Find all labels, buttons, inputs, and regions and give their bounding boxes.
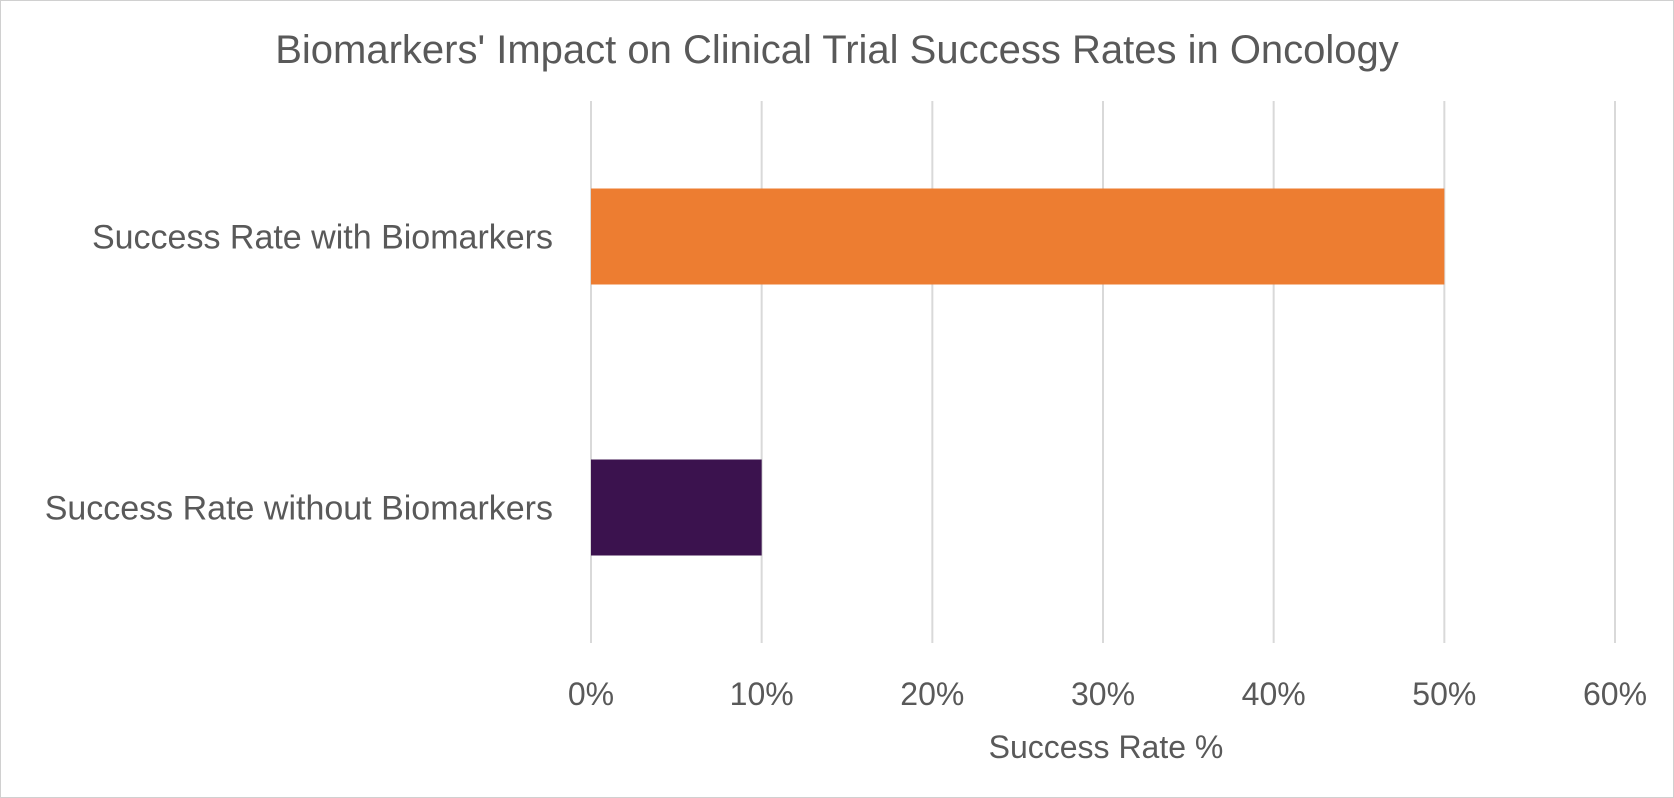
x-tick-label-20: 20% [900, 676, 964, 712]
x-tick-label-60: 60% [1583, 676, 1647, 712]
x-axis-title: Success Rate % [989, 729, 1224, 765]
x-tick-label-50: 50% [1412, 676, 1476, 712]
category-labels: Success Rate with Biomarkers Success Rate… [45, 219, 553, 528]
gridlines [590, 101, 1616, 643]
x-tick-label-10: 10% [730, 676, 794, 712]
category-label-2: Success Rate without Biomarkers [45, 490, 553, 528]
x-tick-labels: 0% 10% 20% 30% 40% 50% 60% [568, 676, 1647, 712]
bar-2 [591, 459, 762, 556]
bars [591, 188, 1445, 556]
category-label-1: Success Rate with Biomarkers [92, 219, 553, 257]
bar-1 [591, 188, 1445, 285]
x-tick-label-0: 0% [568, 676, 614, 712]
x-tick-label-30: 30% [1071, 676, 1135, 712]
chart-title: Biomarkers' Impact on Clinical Trial Suc… [275, 28, 1399, 72]
x-tick-label-40: 40% [1242, 676, 1306, 712]
